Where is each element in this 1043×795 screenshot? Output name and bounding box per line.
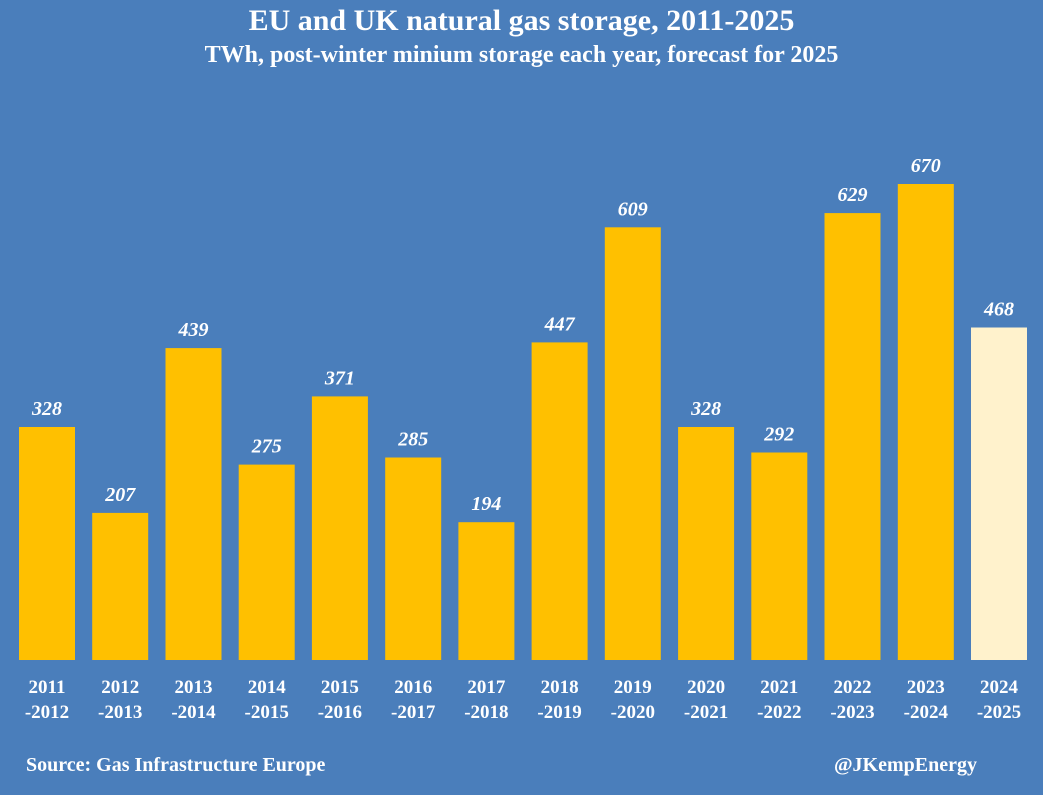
bar-2024 — [971, 327, 1027, 660]
bar-2021 — [751, 452, 808, 660]
x-tick-label: -2012 — [25, 702, 69, 723]
data-label: 629 — [838, 184, 868, 206]
data-label: 609 — [618, 198, 648, 220]
x-tick-label: 2023 — [907, 677, 945, 698]
data-label: 439 — [178, 319, 209, 341]
data-label: 285 — [397, 429, 428, 451]
author-credit: @JKempEnergy — [833, 754, 977, 776]
bar-2012 — [92, 512, 149, 660]
bar-2017 — [458, 522, 515, 660]
bar-2014 — [238, 464, 295, 660]
bar-2015 — [311, 396, 368, 660]
bar-2016 — [385, 457, 442, 660]
data-label: 468 — [983, 299, 1014, 321]
data-label: 194 — [471, 493, 501, 515]
x-tick-label: -2018 — [464, 702, 508, 723]
data-label: 328 — [31, 398, 62, 420]
data-label: 670 — [911, 155, 941, 177]
bar-2019 — [604, 227, 661, 661]
bar-2022 — [824, 213, 881, 660]
x-tick-label: -2023 — [830, 702, 874, 723]
data-label: 207 — [104, 484, 136, 506]
bar-2018 — [531, 342, 588, 660]
x-tick-label: -2020 — [611, 702, 655, 723]
x-tick-label: -2025 — [977, 702, 1021, 723]
x-tick-label: 2021 — [760, 677, 798, 698]
x-tick-label: 2022 — [834, 677, 872, 698]
data-label: 371 — [324, 367, 355, 389]
chart-subtitle: TWh, post-winter minium storage each yea… — [204, 42, 839, 68]
x-tick-label: -2014 — [171, 702, 216, 723]
data-label: 292 — [763, 424, 794, 446]
x-tick-label: 2020 — [687, 677, 725, 698]
bar-2023 — [897, 184, 954, 660]
x-tick-label: -2015 — [245, 702, 289, 723]
x-tick-label: 2013 — [175, 677, 213, 698]
bar-2020 — [678, 427, 735, 660]
bar-2013 — [165, 348, 222, 660]
x-tick-label: 2012 — [101, 677, 139, 698]
x-tick-label: -2019 — [537, 702, 581, 723]
x-tick-label: 2017 — [467, 677, 506, 698]
x-tick-label: 2019 — [614, 677, 652, 698]
data-label: 447 — [544, 313, 576, 335]
x-tick-label: -2017 — [391, 702, 436, 723]
x-tick-label: -2022 — [757, 702, 801, 723]
x-tick-label: -2024 — [904, 702, 949, 723]
x-tick-label: 2014 — [248, 677, 287, 698]
bar-2011 — [19, 427, 75, 660]
x-tick-label: 2011 — [29, 677, 66, 698]
x-tick-label: -2016 — [318, 702, 362, 723]
x-tick-label: -2013 — [98, 702, 142, 723]
x-tick-label: 2016 — [394, 677, 432, 698]
data-label: 275 — [251, 436, 282, 458]
x-tick-label: -2021 — [684, 702, 728, 723]
x-tick-label: 2024 — [980, 677, 1019, 698]
x-tick-label: 2015 — [321, 677, 359, 698]
data-label: 328 — [690, 398, 721, 420]
source-note: Source: Gas Infrastructure Europe — [26, 754, 326, 776]
chart-title: EU and UK natural gas storage, 2011-2025 — [248, 4, 795, 37]
x-tick-label: 2018 — [541, 677, 579, 698]
